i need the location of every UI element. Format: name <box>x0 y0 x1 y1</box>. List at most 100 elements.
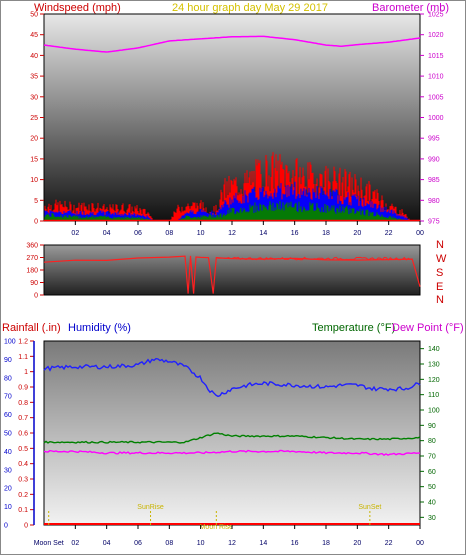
bottom-x-tick-label: 12 <box>228 540 236 547</box>
humidity-tick-label: 10 <box>4 504 12 511</box>
wind-tick-label: 10 <box>30 177 38 184</box>
barometer-tick-label: 1025 <box>428 12 444 19</box>
humidity-tick-label: 60 <box>4 412 12 419</box>
wind-x-tick-label: 20 <box>353 230 361 237</box>
wind-x-tick-label: 22 <box>385 230 393 237</box>
rain-tick-label: 0.2 <box>18 492 28 499</box>
barometer-tick-label: 1005 <box>428 94 444 101</box>
temperature-tick-label: 30 <box>428 515 436 522</box>
temperature-tick-label: 60 <box>428 469 436 476</box>
rain-tick-label: 0.6 <box>18 431 28 438</box>
direction-label-s: S <box>436 267 443 279</box>
bottom-x-tick-label: 20 <box>353 540 361 547</box>
direction-label-n-bottom: N <box>436 294 444 306</box>
wind-tick-label: 25 <box>30 115 38 122</box>
wind-x-tick-label: 10 <box>197 230 205 237</box>
direction-tick-label: 270 <box>26 255 38 262</box>
wind-tick-label: 15 <box>30 156 38 163</box>
rain-tick-label: 0.9 <box>18 385 28 392</box>
barometer-tick-label: 1000 <box>428 115 444 122</box>
bottom-x-tick-label: 16 <box>291 540 299 547</box>
direction-tick-label: 360 <box>26 243 38 250</box>
wind-x-tick-label: 12 <box>228 230 236 237</box>
wind-x-tick-label: 16 <box>291 230 299 237</box>
wind-direction-jitter-line <box>216 256 411 261</box>
temperature-tick-label: 120 <box>428 377 440 384</box>
wind-x-tick-label: 08 <box>165 230 173 237</box>
wind-tick-label: 50 <box>30 12 38 19</box>
wind-x-tick-label: 04 <box>103 230 111 237</box>
wind-tick-label: 5 <box>34 198 38 205</box>
wind-x-tick-label: 18 <box>322 230 330 237</box>
wind-tick-label: 45 <box>30 32 38 39</box>
direction-label-n-top: N <box>436 239 444 251</box>
temperature-tick-label: 90 <box>428 423 436 430</box>
humidity-line <box>43 357 421 398</box>
barometer-tick-label: 990 <box>428 156 440 163</box>
wind-x-tick-label: 00 <box>416 230 424 237</box>
humidity-tick-label: 40 <box>4 449 12 456</box>
event-label-moon-set: Moon Set <box>34 540 64 547</box>
wind-x-tick-label: 14 <box>259 230 267 237</box>
event-label-moon-rise: Moon Rise <box>200 524 234 531</box>
temperature-tick-label: 140 <box>428 346 440 353</box>
wind-tick-label: 30 <box>30 94 38 101</box>
bottom-x-tick-label: 06 <box>134 540 142 547</box>
barometer-tick-label: 980 <box>428 198 440 205</box>
direction-label-e: E <box>436 281 443 293</box>
direction-label-w: W <box>436 253 447 265</box>
wind-tick-label: 40 <box>30 53 38 60</box>
dewpoint-axis-title: Dew Point (°F) <box>392 322 464 334</box>
direction-tick-label: 90 <box>30 280 38 287</box>
humidity-panel-background <box>43 340 421 526</box>
temperature-line <box>43 432 421 444</box>
barometer-line <box>43 35 421 53</box>
graph-date-title: 24 hour graph day May 29 2017 <box>172 2 328 14</box>
bottom-x-tick-label: 08 <box>165 540 173 547</box>
humidity-tick-label: 0 <box>4 523 8 530</box>
bottom-x-tick-label: 00 <box>416 540 424 547</box>
humidity-tick-label: 50 <box>4 431 12 438</box>
temperature-tick-label: 50 <box>428 484 436 491</box>
rainfall-axis-title: Rainfall (.in) <box>2 322 61 334</box>
direction-tick-label: 180 <box>26 268 38 275</box>
humidity-tick-label: 70 <box>4 394 12 401</box>
bottom-x-tick-label: 04 <box>103 540 111 547</box>
barometer-tick-label: 995 <box>428 136 440 143</box>
rain-tick-label: 0.7 <box>18 415 28 422</box>
wind-direction-line <box>43 255 421 294</box>
chart-marks: 0510152025303540455097598098599099510001… <box>4 12 444 548</box>
temperature-tick-label: 100 <box>428 408 440 415</box>
humidity-tick-label: 90 <box>4 357 12 364</box>
wind-tick-label: 20 <box>30 136 38 143</box>
direction-tick-label: 0 <box>34 293 38 300</box>
windspeed-axis-title: Windspeed (mph) <box>34 2 121 14</box>
humidity-tick-label: 20 <box>4 486 12 493</box>
bottom-x-tick-label: 14 <box>259 540 267 547</box>
humidity-tick-label: 30 <box>4 467 12 474</box>
rain-tick-label: 0.3 <box>18 477 28 484</box>
rain-tick-label: 1.2 <box>18 339 28 346</box>
bottom-x-tick-label: 18 <box>322 540 330 547</box>
temperature-tick-label: 80 <box>428 438 436 445</box>
wind-x-tick-label: 02 <box>71 230 79 237</box>
temperature-tick-label: 40 <box>428 500 436 507</box>
barometer-tick-label: 1020 <box>428 32 444 39</box>
temperature-axis-title: Temperature (°F) <box>312 322 395 334</box>
rain-tick-label: 0.5 <box>18 446 28 453</box>
rain-tick-label: 0.8 <box>18 400 28 407</box>
barometer-tick-label: 1010 <box>428 74 444 81</box>
rain-tick-label: 0.1 <box>18 507 28 514</box>
temperature-tick-label: 130 <box>428 362 440 369</box>
temperature-tick-label: 70 <box>428 454 436 461</box>
humidity-tick-label: 80 <box>4 375 12 382</box>
event-label-sunrise: SunRise <box>137 504 164 511</box>
bottom-x-tick-label: 10 <box>197 540 205 547</box>
dewpoint-line <box>43 449 420 456</box>
wind-tick-label: 35 <box>30 74 38 81</box>
rain-tick-label: 0 <box>24 523 28 530</box>
bottom-x-tick-label: 22 <box>385 540 393 547</box>
rain-tick-label: 1 <box>24 369 28 376</box>
event-label-sunset: SunSet <box>358 504 381 511</box>
